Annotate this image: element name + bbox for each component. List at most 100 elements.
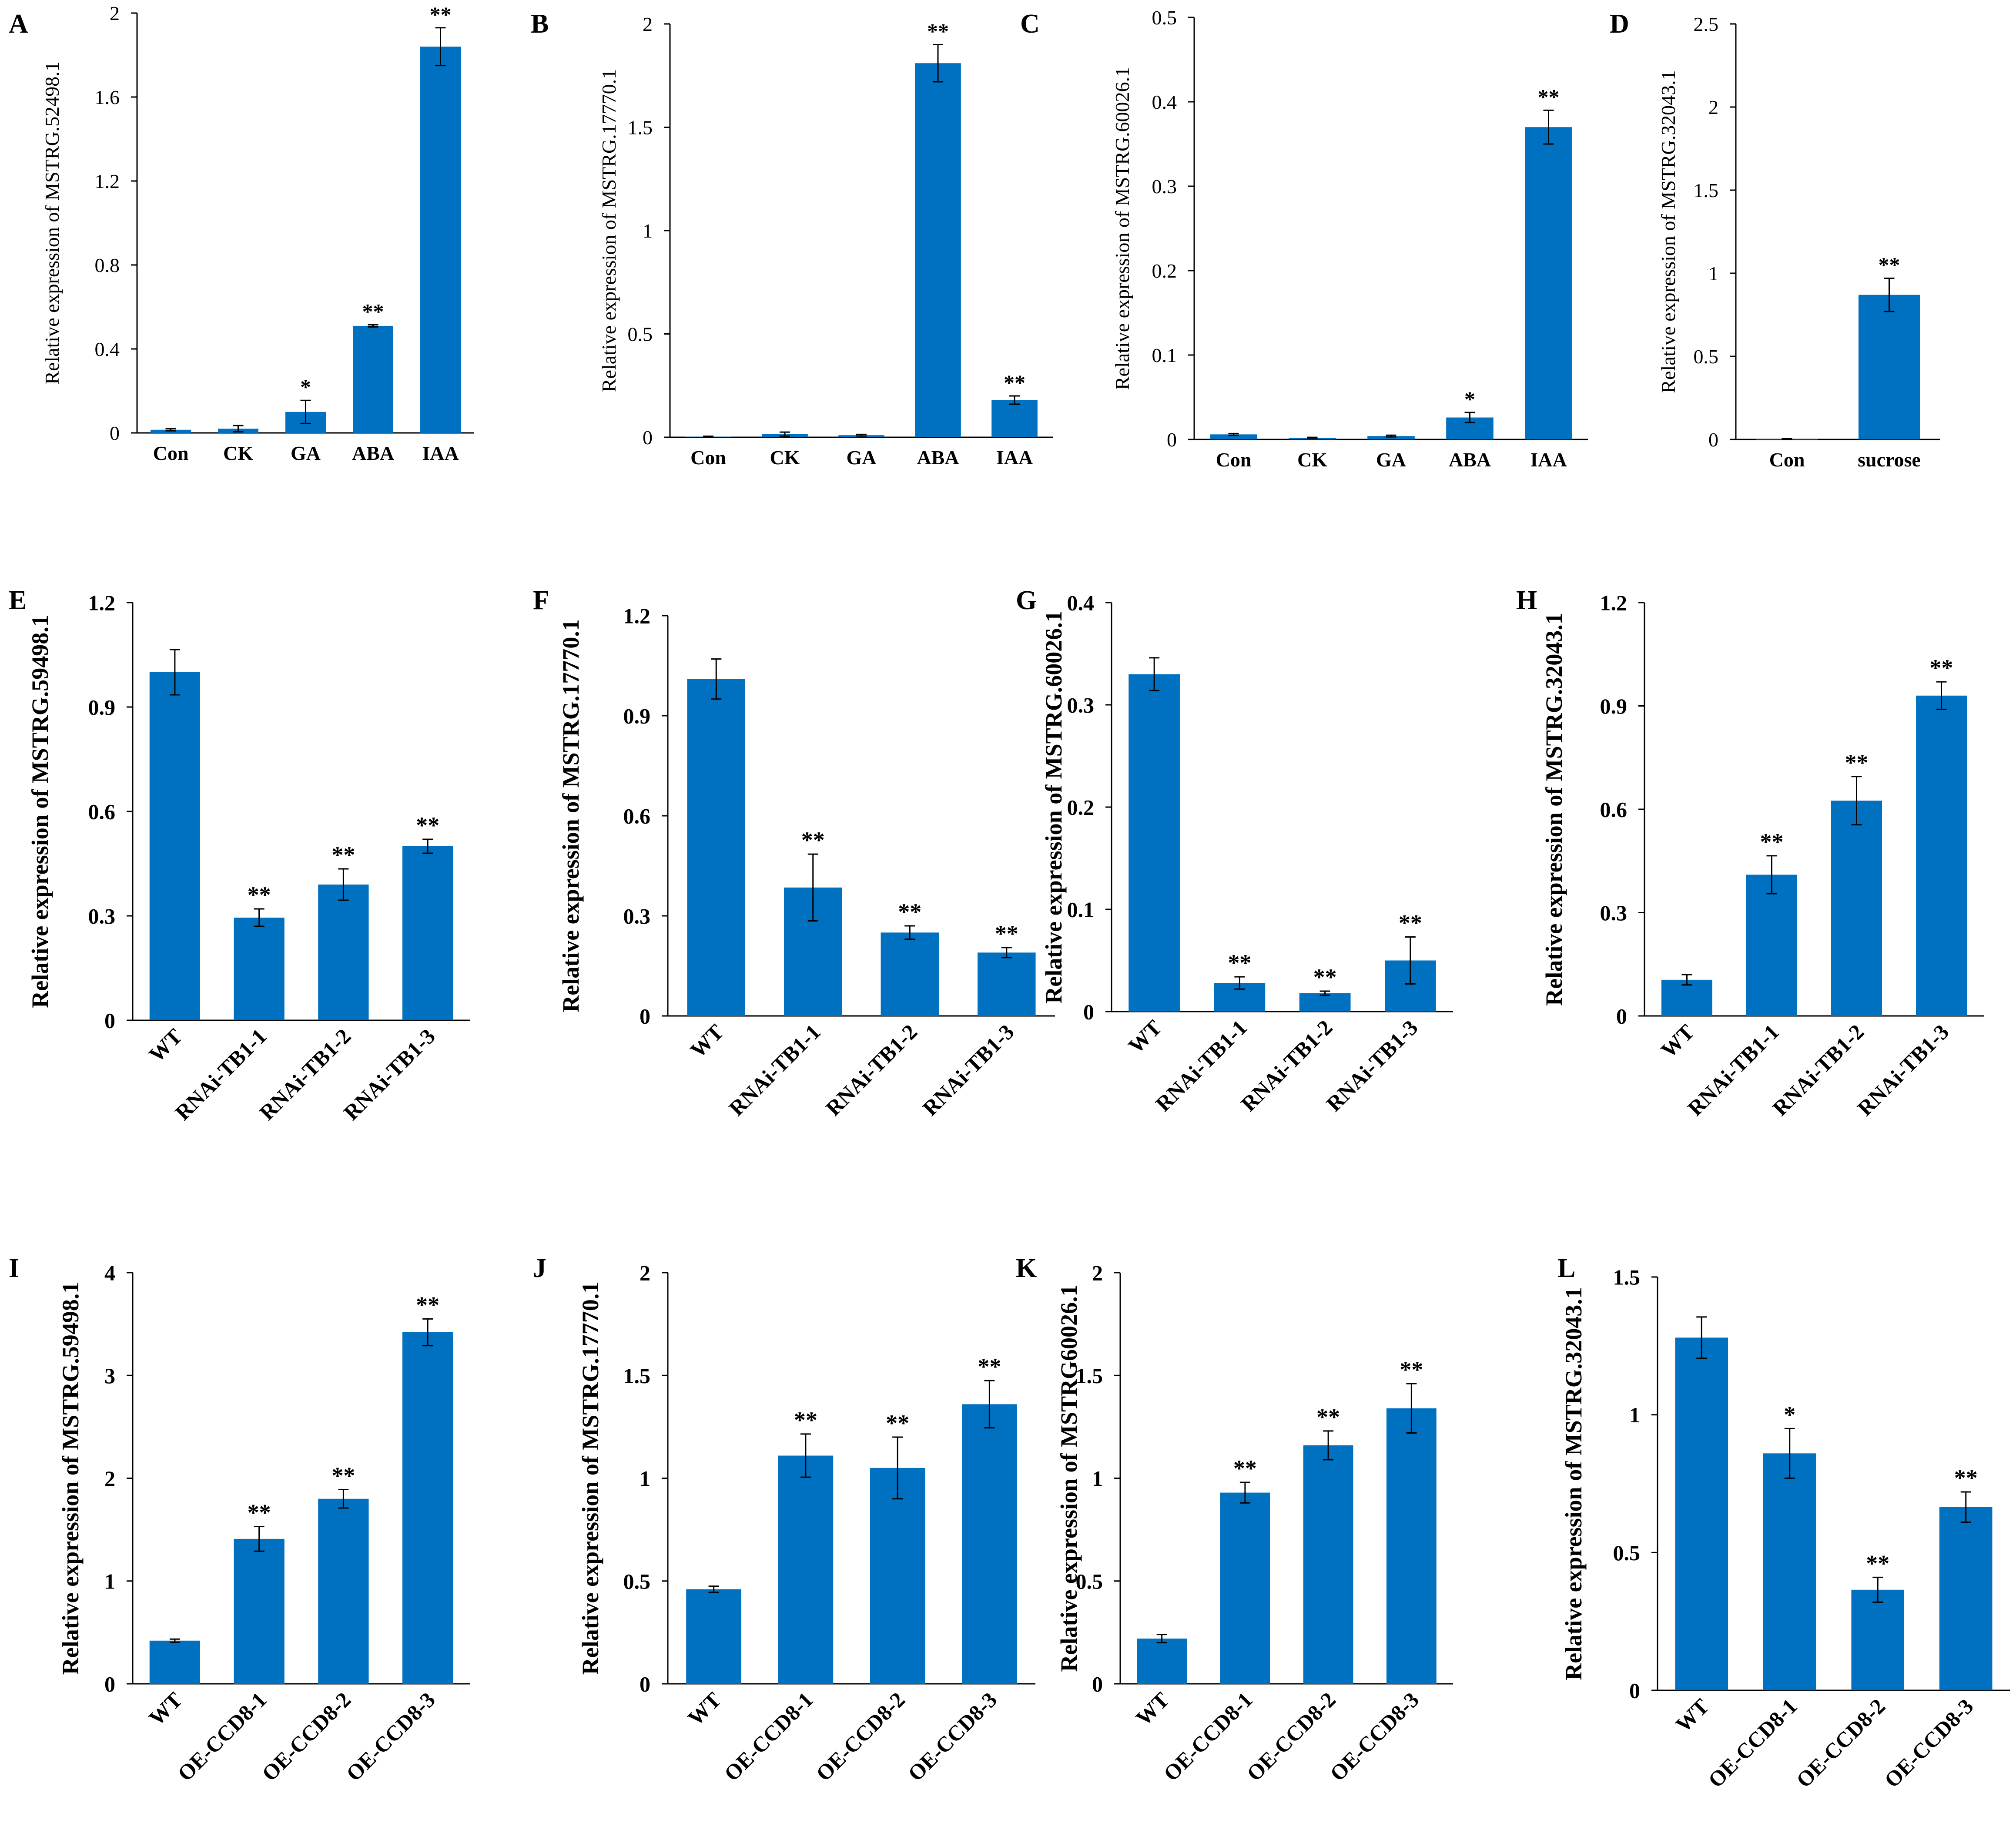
significance-marker: ** (248, 882, 271, 908)
x-tick-label: CK (1297, 449, 1327, 471)
x-tick-label: WT (1131, 1687, 1174, 1730)
bar-wt (1137, 1639, 1187, 1684)
bar-oe-ccd8-2 (318, 1498, 369, 1684)
y-tick-label: 0.3 (1152, 175, 1177, 198)
significance-marker: ** (332, 1462, 355, 1488)
chart-panel-b: B 0 0.5 1 1.5 2 Relative expression of MSTRG.1… (531, 9, 1053, 469)
chart-panel-h: H 0 0.3 0.6 0.9 1.2 Relative expression of MST… (1516, 586, 1984, 1120)
bar-wt (1661, 979, 1712, 1016)
y-tick-label: 1 (1708, 262, 1718, 285)
bar-con (1210, 434, 1257, 439)
bar-sucrose (1859, 295, 1920, 439)
chart-panel-e: E 0 0.3 0.6 0.9 1.2 Relative expression of MST… (9, 586, 470, 1125)
bar-rnai-tb1-1 (234, 918, 285, 1020)
significance-marker: ** (1316, 1404, 1340, 1430)
x-tick-label: ABA (917, 446, 959, 469)
x-tick-label: OE-CCD8-3 (903, 1687, 1001, 1786)
y-tick-label: 0.4 (1152, 91, 1177, 113)
significance-marker: ** (794, 1407, 817, 1433)
significance-marker: * (1464, 387, 1475, 411)
y-tick-label: 3 (104, 1364, 115, 1388)
chart-panel-f: F 0 0.3 0.6 0.9 1.2 Relative expression of MST… (533, 586, 1055, 1120)
y-tick-label: 0.6 (623, 804, 651, 828)
bar-rnai-tb1-3 (1916, 695, 1967, 1016)
x-tick-label: IAA (422, 442, 459, 464)
y-tick-label: 0 (1616, 1004, 1627, 1029)
significance-marker: ** (1954, 1465, 1978, 1491)
x-tick-label: WT (1671, 1694, 1714, 1737)
x-tick-label: OE-CCD8-1 (173, 1687, 271, 1786)
x-tick-label: ABA (352, 442, 394, 464)
significance-marker: ** (1400, 1357, 1423, 1383)
x-tick-label: WT (1123, 1015, 1166, 1058)
x-tick-label: GA (847, 446, 877, 469)
y-tick-label: 1.5 (1694, 179, 1719, 201)
bar-aba (915, 63, 961, 437)
x-tick-label: RNAi-TB1-1 (1683, 1019, 1784, 1120)
x-tick-label: RNAi-TB1-2 (821, 1019, 922, 1120)
y-axis-title: Relative expression of MSTRG.59498.1 (27, 615, 53, 1008)
y-tick-label: 2 (643, 13, 653, 35)
y-axis-title: Relative expression of MSTRG.60026.1 (1041, 610, 1067, 1003)
y-tick-label: 1 (643, 220, 653, 242)
y-tick-label: 0.5 (623, 1569, 651, 1593)
significance-marker: ** (1879, 252, 1900, 277)
y-tick-label: 0.5 (1694, 345, 1719, 368)
chart-panel-j: J 0 0.5 1 1.5 2 Relative expression of MSTRG.1… (533, 1253, 1035, 1786)
y-tick-label: 0.4 (1067, 591, 1095, 615)
significance-marker: * (1784, 1401, 1795, 1428)
significance-marker: ** (1228, 950, 1251, 976)
y-tick-label: 2.5 (1694, 13, 1719, 35)
y-axis-title: Relative expression of MSTRG.32043.1 (1541, 613, 1567, 1005)
y-tick-label: 0 (1167, 429, 1177, 451)
x-tick-label: ABA (1449, 449, 1491, 471)
y-tick-label: 0.5 (1076, 1569, 1103, 1593)
significance-marker: ** (1930, 655, 1953, 681)
y-tick-label: 0.5 (1613, 1541, 1641, 1565)
y-tick-label: 0 (640, 1004, 650, 1029)
x-tick-label: RNAi-TB1-1 (724, 1019, 825, 1120)
y-tick-label: 1.5 (628, 117, 653, 139)
significance-marker: ** (416, 1292, 439, 1318)
y-axis-title: Relative expression of MSTRG.52498.1 (41, 61, 63, 384)
x-tick-label: GA (291, 442, 321, 464)
chart-panel-c: C 0 0.1 0.2 0.3 0.4 0.5 Relative expression of … (1020, 7, 1588, 471)
y-tick-label: 1.2 (1600, 591, 1628, 615)
x-tick-label: OE-CCD8-2 (257, 1687, 355, 1786)
x-tick-label: OE-CCD8-3 (1879, 1694, 1978, 1792)
panel-label: H (1516, 586, 1537, 615)
y-tick-label: 1 (1092, 1466, 1103, 1491)
bar-rnai-tb1-2 (881, 932, 939, 1016)
panel-label: E (9, 586, 27, 615)
x-tick-label: OE-CCD8-2 (811, 1687, 910, 1786)
x-tick-label: RNAi-TB1-3 (918, 1019, 1018, 1120)
y-tick-label: 0.3 (1600, 901, 1628, 925)
x-tick-label: GA (1376, 449, 1406, 471)
y-tick-label: 2 (1092, 1261, 1103, 1285)
y-axis-title: Relative expression of MSTRG.17770.1 (598, 69, 620, 392)
significance-marker: ** (978, 1354, 1001, 1380)
bar-oe-ccd8-2 (1303, 1445, 1353, 1684)
significance-marker: ** (1233, 1455, 1257, 1481)
x-tick-label: IAA (1530, 449, 1567, 471)
x-tick-label: RNAi-TB1-1 (1151, 1015, 1252, 1116)
y-tick-label: 0.6 (1600, 798, 1628, 822)
bar-iaa (991, 400, 1038, 437)
panel-label: G (1016, 586, 1037, 615)
significance-marker: ** (416, 812, 439, 838)
y-tick-label: 1.5 (1076, 1364, 1103, 1388)
x-tick-label: Con (1769, 449, 1805, 471)
y-tick-label: 0 (104, 1009, 115, 1033)
x-tick-label: WT (685, 1019, 728, 1062)
bar-aba (353, 325, 393, 433)
x-tick-label: IAA (996, 446, 1033, 469)
y-tick-label: 0 (1708, 429, 1718, 451)
significance-marker: ** (1004, 370, 1025, 395)
y-tick-label: 1 (640, 1466, 650, 1491)
y-tick-label: 0.5 (1152, 7, 1177, 29)
y-tick-label: 2 (1708, 96, 1718, 118)
bar-wt (1675, 1337, 1728, 1690)
y-tick-label: 0.9 (623, 704, 651, 728)
bar-wt (149, 672, 200, 1020)
